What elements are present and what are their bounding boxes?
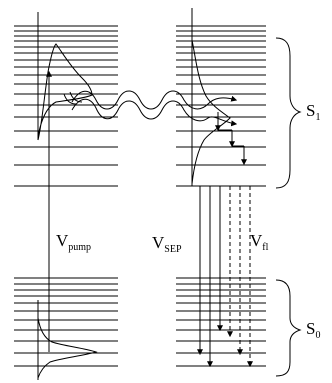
left-s0-levels bbox=[14, 277, 118, 367]
right-s1-levels bbox=[176, 25, 266, 187]
right-s1-distribution-curve bbox=[191, 8, 231, 186]
sep-arrows bbox=[197, 186, 223, 368]
label-v-fl: Vfl bbox=[250, 231, 269, 253]
s1-brace bbox=[275, 37, 302, 189]
left-s0-distribution-curve bbox=[37, 300, 98, 380]
label-s1: S1 bbox=[306, 101, 320, 123]
wavy-transfer-arrows bbox=[71, 90, 238, 127]
left-s1-levels bbox=[14, 25, 118, 187]
label-s0: S0 bbox=[306, 319, 320, 341]
label-v-pump: Vpump bbox=[56, 231, 91, 253]
s0-brace bbox=[275, 279, 302, 377]
fluorescence-arrows bbox=[227, 186, 253, 368]
pump-hooks bbox=[63, 91, 83, 105]
relaxation-arrows bbox=[215, 112, 247, 166]
label-v-sep: VSEP bbox=[152, 233, 182, 255]
right-s0-levels bbox=[176, 277, 266, 367]
